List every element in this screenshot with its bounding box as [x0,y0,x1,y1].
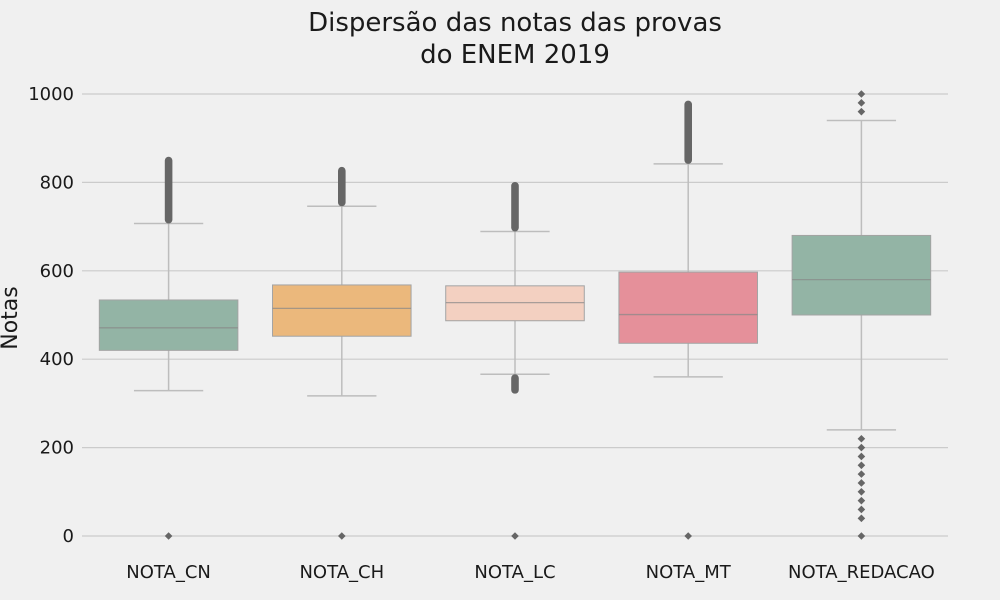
outlier-nota-redacao [857,443,866,452]
box-series [98,90,932,540]
outlier-nota-redacao [857,532,866,540]
chart-title-line-2: do ENEM 2019 [420,40,610,70]
y-tick-labels: 0 200 400 600 800 1000 [28,84,74,547]
outlier-cluster-high-nota-cn [164,156,173,224]
box-nota-lc [445,181,585,540]
y-tick-label-800: 800 [40,172,74,193]
outlier-nota-redacao [857,505,866,514]
outlier-nota-cn [164,532,173,540]
box-nota-ch [272,166,412,540]
y-tick-label-400: 400 [40,349,74,370]
iqr-box-nota-mt [618,271,758,344]
outlier-nota-mt [684,532,692,540]
y-tick-label-200: 200 [40,438,74,459]
outlier-nota-redacao [857,461,866,470]
x-tick-labels: NOTA_CN NOTA_CH NOTA_LC NOTA_MT NOTA_REDACAO [126,562,934,583]
x-tick-label-nota-ch: NOTA_CH [299,562,384,583]
outlier-cluster-high-nota-lc [511,181,519,232]
outlier-nota-redacao [857,479,866,487]
box-nota-mt [618,100,758,540]
outlier-nota-redacao [857,496,866,505]
y-tick-label-0: 0 [63,526,74,547]
box-nota-cn [98,156,239,540]
x-tick-label-nota-lc: NOTA_LC [474,562,555,583]
outlier-nota-redacao [857,99,866,107]
outlier-cluster-high-nota-mt [684,100,692,164]
outlier-cluster-high-nota-ch [338,166,346,207]
outlier-nota-redacao [857,470,866,478]
outlier-nota-ch [338,532,346,540]
outlier-nota-redacao [857,488,866,496]
iqr-box-nota-cn [98,299,239,351]
outlier-nota-redacao [857,90,866,98]
outlier-nota-redacao [857,514,866,523]
outlier-nota-redacao [857,107,866,116]
y-tick-label-600: 600 [40,261,74,282]
outlier-nota-redacao [857,452,866,461]
outlier-cluster-low-nota-lc [511,374,519,394]
x-tick-label-nota-mt: NOTA_MT [646,562,732,583]
y-tick-label-1000: 1000 [28,84,74,105]
iqr-box-nota-redacao [791,234,932,316]
x-tick-label-nota-cn: NOTA_CN [126,562,211,583]
outlier-nota-lc [511,532,519,540]
y-axis-label: Notas [0,286,23,350]
box-nota-redacao [791,90,932,540]
iqr-box-nota-lc [445,285,585,322]
x-tick-label-nota-redacao: NOTA_REDACAO [788,562,935,583]
iqr-box-nota-ch [272,284,412,337]
outlier-nota-redacao [857,434,866,443]
chart-title-line-1: Dispersão das notas das provas [308,8,722,38]
